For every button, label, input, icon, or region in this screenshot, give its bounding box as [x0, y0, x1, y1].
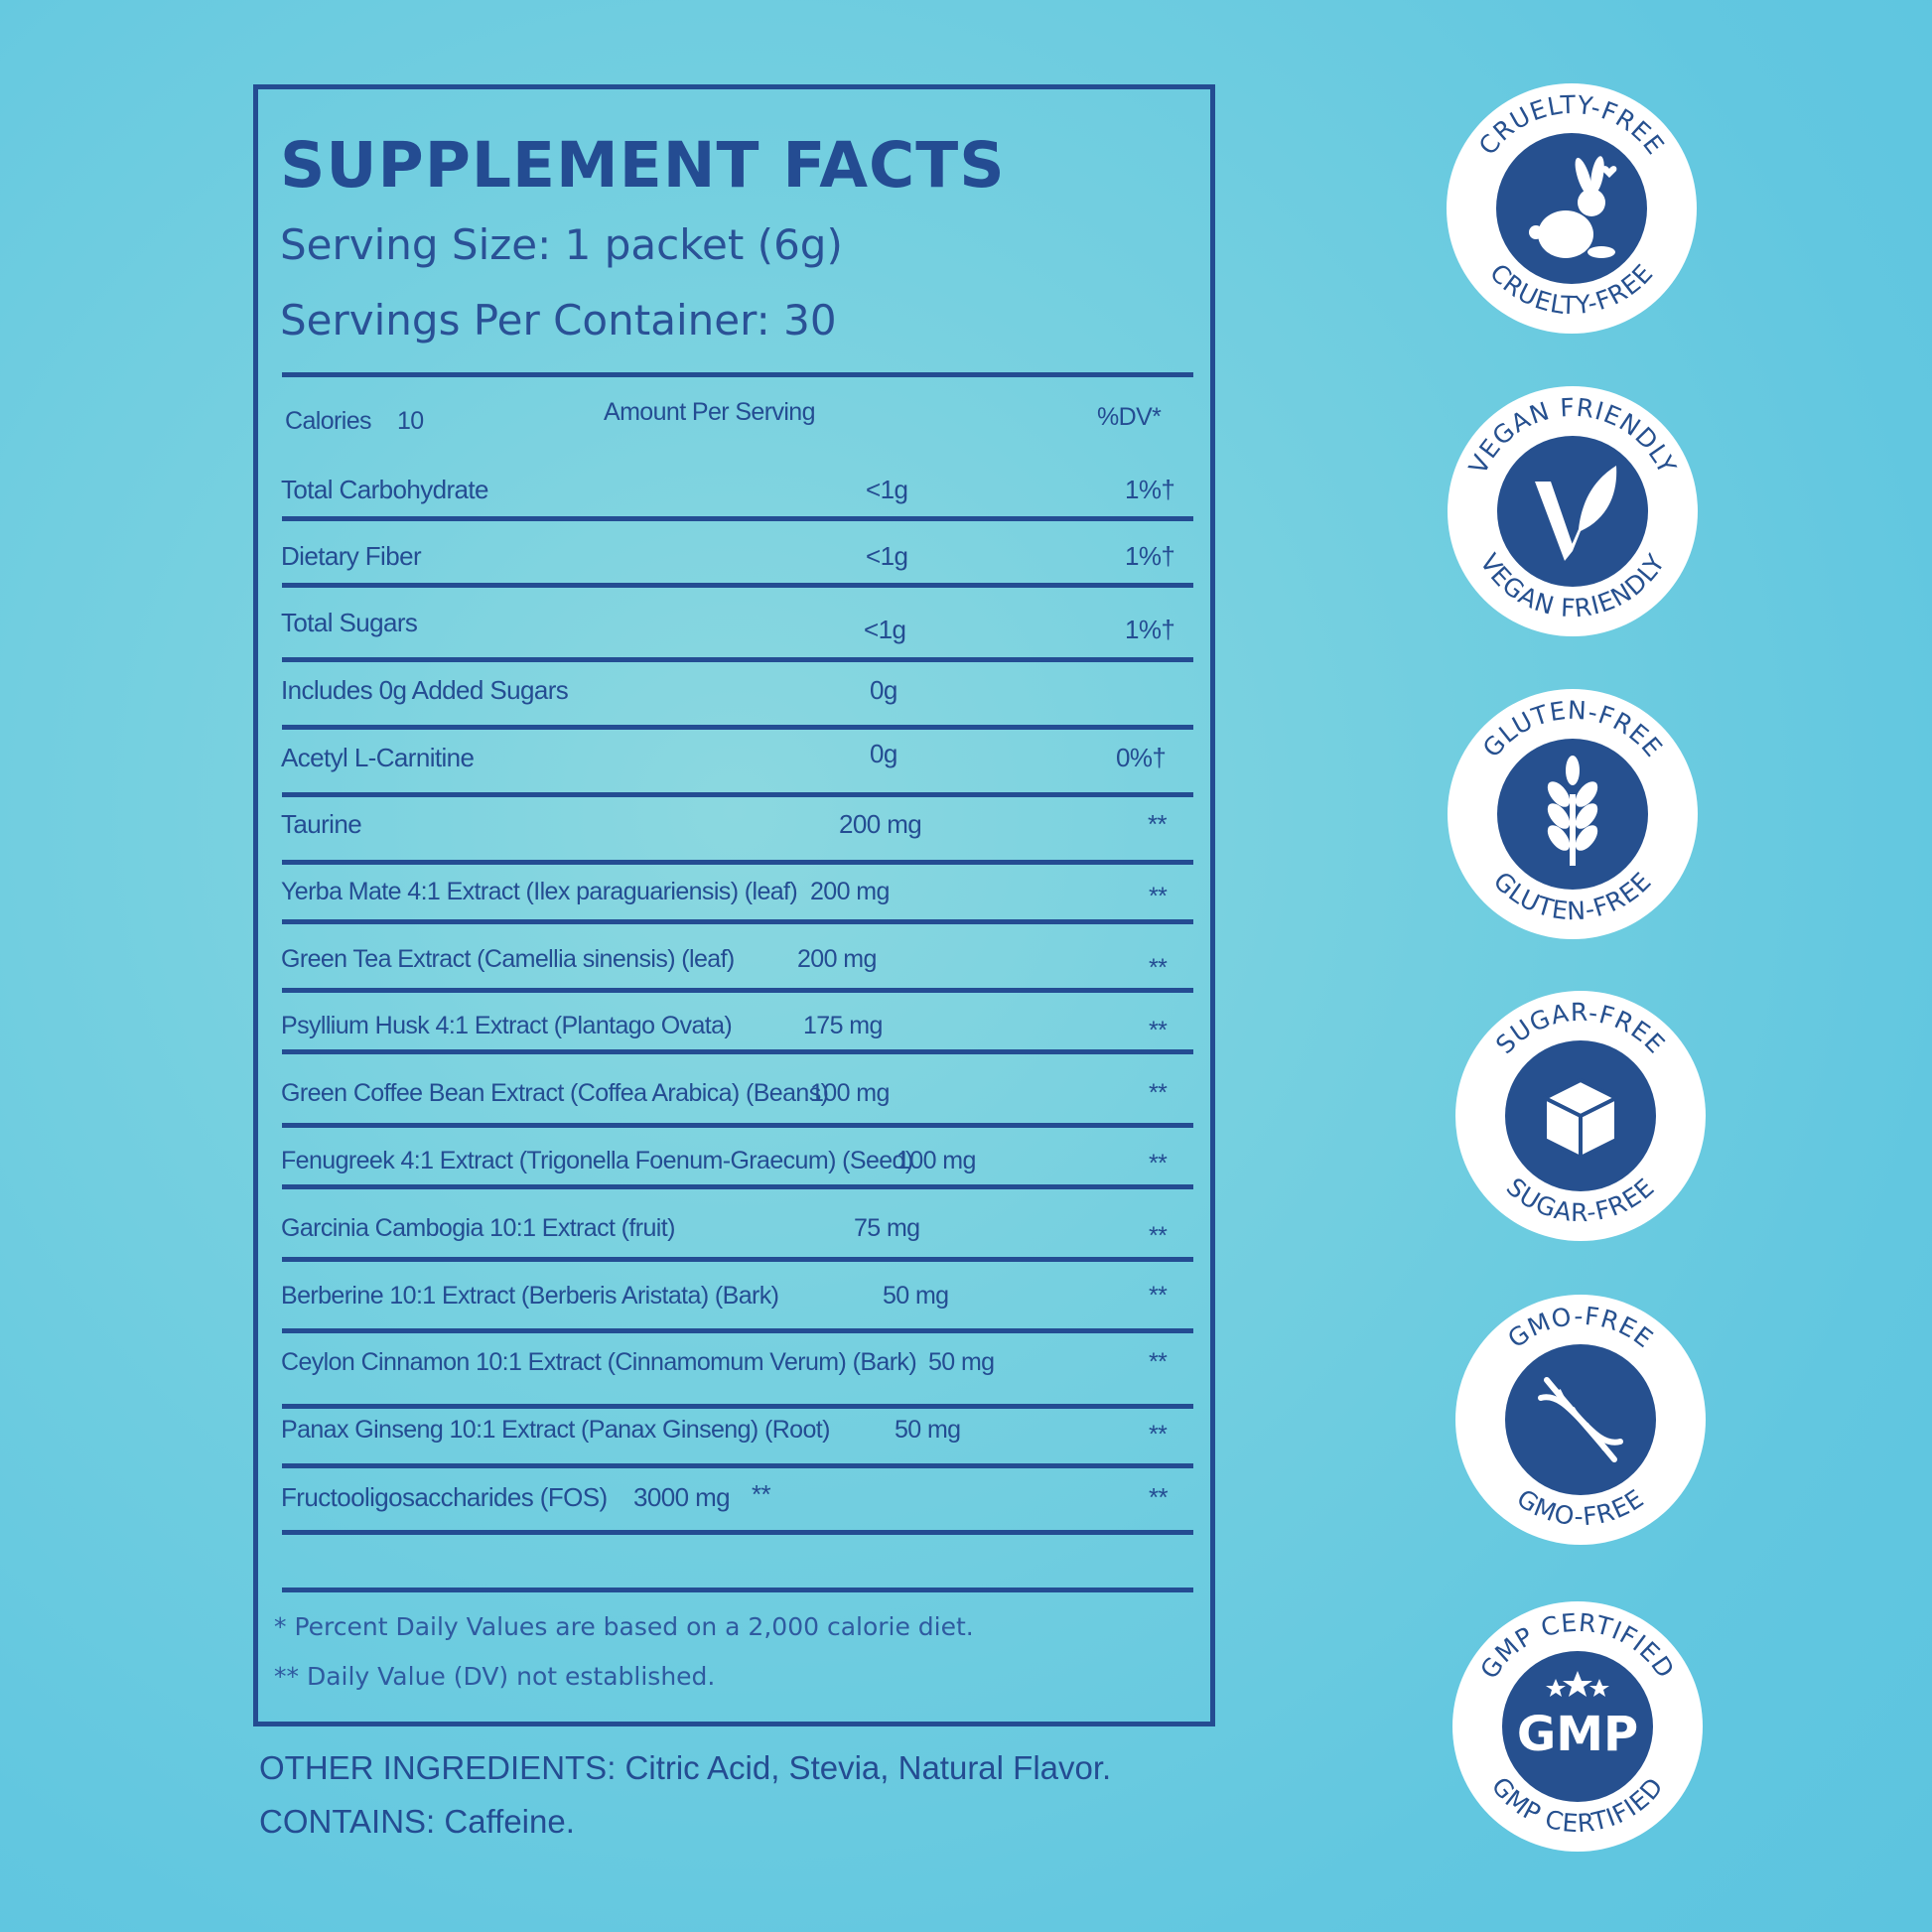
footnote-dv-not-established: ** Daily Value (DV) not established.: [274, 1662, 716, 1691]
serving-size: Serving Size: 1 packet (6g): [280, 220, 843, 269]
calories-label: Calories: [285, 407, 372, 435]
nutrient-amount: 0g: [870, 675, 897, 705]
nutrient-dv: **: [1149, 1222, 1168, 1250]
badge-dna: GMO-FREE GMO-FREE: [1453, 1293, 1708, 1547]
nutrient-amount: 200 mg: [810, 878, 890, 905]
gmp-icon: [1546, 1671, 1609, 1697]
nutrient-name: Acetyl L-Carnitine: [281, 743, 475, 772]
nutrient-name: Panax Ginseng 10:1 Extract (Panax Ginsen…: [281, 1416, 830, 1444]
nutrient-name: Green Coffee Bean Extract (Coffea Arabic…: [281, 1079, 829, 1107]
nutrient-dv: 0%†: [1116, 743, 1167, 772]
badge-wheat: GLUTEN-FREE GLUTEN-FREE: [1446, 687, 1700, 941]
nutrient-amount: 50 mg: [883, 1282, 949, 1310]
row-divider: [282, 860, 1193, 865]
nutrient-name: Total Sugars: [281, 608, 418, 637]
nutrient-amount: 75 mg: [854, 1214, 920, 1242]
wheat-icon: [1547, 756, 1598, 866]
nutrient-amount: 0g: [870, 739, 897, 768]
sugar-cube-icon: [1543, 1078, 1618, 1160]
row-divider: [282, 1123, 1193, 1128]
row-divider: [282, 1530, 1193, 1535]
row-divider: [282, 516, 1193, 521]
header-rule: [282, 372, 1193, 377]
nutrient-amount: 200 mg: [839, 809, 922, 839]
nutrient-dv-inline: **: [752, 1479, 771, 1509]
row-divider: [282, 1184, 1193, 1189]
badge-rabbit: CRUELTY-FREE CRUELTY-FREE: [1445, 81, 1699, 336]
row-divider: [282, 1404, 1193, 1409]
row-divider: [282, 725, 1193, 730]
nutrient-name: Green Tea Extract (Camellia sinensis) (l…: [281, 945, 735, 973]
row-divider: [282, 1463, 1193, 1468]
nutrient-amount: 3000 mg: [633, 1482, 731, 1512]
nutrient-dv: **: [1149, 1348, 1168, 1376]
badge-center-label: GMP: [1517, 1707, 1638, 1762]
nutrient-amount: <1g: [866, 475, 908, 504]
nutrient-name: Includes 0g Added Sugars: [281, 675, 569, 705]
nutrient-dv: **: [1149, 954, 1168, 982]
row-divider: [282, 657, 1193, 662]
nutrient-amount: <1g: [864, 615, 906, 644]
nutrient-amount: 100 mg: [810, 1079, 890, 1107]
nutrient-dv: **: [1148, 809, 1168, 839]
row-divider: [282, 1257, 1193, 1262]
supplement-facts-title: SUPPLEMENT FACTS: [280, 129, 1006, 202]
nutrient-name: Fructooligosaccharides (FOS): [281, 1482, 608, 1512]
nutrient-name: Dietary Fiber: [281, 541, 422, 571]
nutrient-dv: **: [1149, 1421, 1168, 1449]
amount-per-serving-label: Amount Per Serving: [604, 398, 816, 426]
nutrient-amount: 50 mg: [895, 1416, 961, 1444]
nutrient-name: Yerba Mate 4:1 Extract (Ilex paraguarien…: [281, 878, 798, 905]
row-divider: [282, 988, 1193, 993]
contains-statement: CONTAINS: Caffeine.: [259, 1803, 575, 1840]
nutrient-name: Berberine 10:1 Extract (Berberis Aristat…: [281, 1282, 779, 1310]
supplement-facts-panel: [253, 84, 1215, 1726]
nutrient-amount: 175 mg: [803, 1012, 883, 1039]
nutrient-amount: 100 mg: [897, 1147, 976, 1174]
badge-vegan-leaf: VEGAN FRIENDLY VEGAN FRIENDLY: [1446, 384, 1700, 638]
nutrient-dv: **: [1149, 1079, 1168, 1107]
dna-icon: [1538, 1377, 1623, 1462]
dv-label: %DV*: [1097, 403, 1162, 431]
row-divider: [282, 1328, 1193, 1333]
nutrient-dv: **: [1149, 883, 1168, 910]
nutrient-dv: **: [1149, 1017, 1168, 1044]
nutrient-amount: 50 mg: [928, 1348, 995, 1376]
badge-gmp: GMP CERTIFIED GMP CERTIFIED GMP: [1450, 1599, 1705, 1854]
nutrient-amount: <1g: [866, 541, 908, 571]
badge-sugar-cube: SUGAR-FREE SUGAR-FREE: [1453, 989, 1708, 1243]
nutrient-dv: **: [1149, 1282, 1168, 1310]
row-divider: [282, 1049, 1193, 1054]
vegan-leaf-icon: [1535, 466, 1617, 561]
row-divider: [282, 919, 1193, 924]
other-ingredients: OTHER INGREDIENTS: Citric Acid, Stevia, …: [259, 1749, 1112, 1786]
nutrient-name: Garcinia Cambogia 10:1 Extract (fruit): [281, 1214, 675, 1242]
nutrient-name: Psyllium Husk 4:1 Extract (Plantago Ovat…: [281, 1012, 733, 1039]
nutrient-dv: 1%†: [1125, 615, 1175, 644]
nutrient-name: Total Carbohydrate: [281, 475, 488, 504]
nutrient-name: Taurine: [281, 809, 362, 839]
footnote-dv-basis: * Percent Daily Values are based on a 2,…: [274, 1612, 974, 1641]
rabbit-icon: [1529, 156, 1617, 258]
nutrient-dv: **: [1149, 1482, 1169, 1512]
table-bottom-rule: [282, 1587, 1193, 1592]
nutrient-name: Ceylon Cinnamon 10:1 Extract (Cinnamomum…: [281, 1348, 917, 1376]
row-divider: [282, 583, 1193, 588]
nutrient-amount: 200 mg: [797, 945, 877, 973]
nutrient-dv: **: [1149, 1150, 1168, 1177]
calories-value: 10: [397, 407, 424, 435]
nutrient-dv: 1%†: [1125, 475, 1175, 504]
servings-per-container: Servings Per Container: 30: [280, 296, 837, 345]
row-divider: [282, 792, 1193, 797]
nutrient-dv: 1%†: [1125, 541, 1175, 571]
nutrient-name: Fenugreek 4:1 Extract (Trigonella Foenum…: [281, 1147, 913, 1174]
